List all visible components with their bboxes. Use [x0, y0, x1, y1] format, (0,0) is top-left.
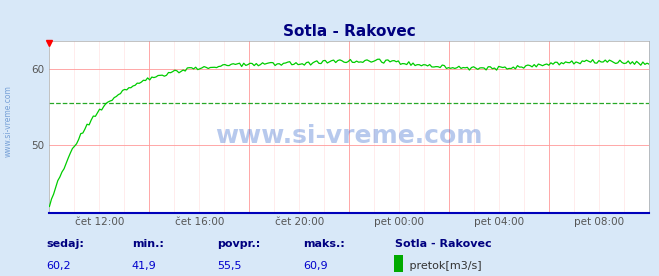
Text: maks.:: maks.: — [303, 239, 345, 249]
Text: 60,2: 60,2 — [46, 261, 71, 271]
Text: pretok[m3/s]: pretok[m3/s] — [406, 261, 482, 271]
Text: 60,9: 60,9 — [303, 261, 328, 271]
Text: povpr.:: povpr.: — [217, 239, 261, 249]
Text: min.:: min.: — [132, 239, 163, 249]
Text: Sotla - Rakovec: Sotla - Rakovec — [395, 239, 492, 249]
Text: sedaj:: sedaj: — [46, 239, 84, 249]
Title: Sotla - Rakovec: Sotla - Rakovec — [283, 24, 416, 39]
Text: 55,5: 55,5 — [217, 261, 242, 271]
Text: www.si-vreme.com: www.si-vreme.com — [215, 124, 483, 147]
Text: www.si-vreme.com: www.si-vreme.com — [4, 86, 13, 157]
Text: 41,9: 41,9 — [132, 261, 157, 271]
